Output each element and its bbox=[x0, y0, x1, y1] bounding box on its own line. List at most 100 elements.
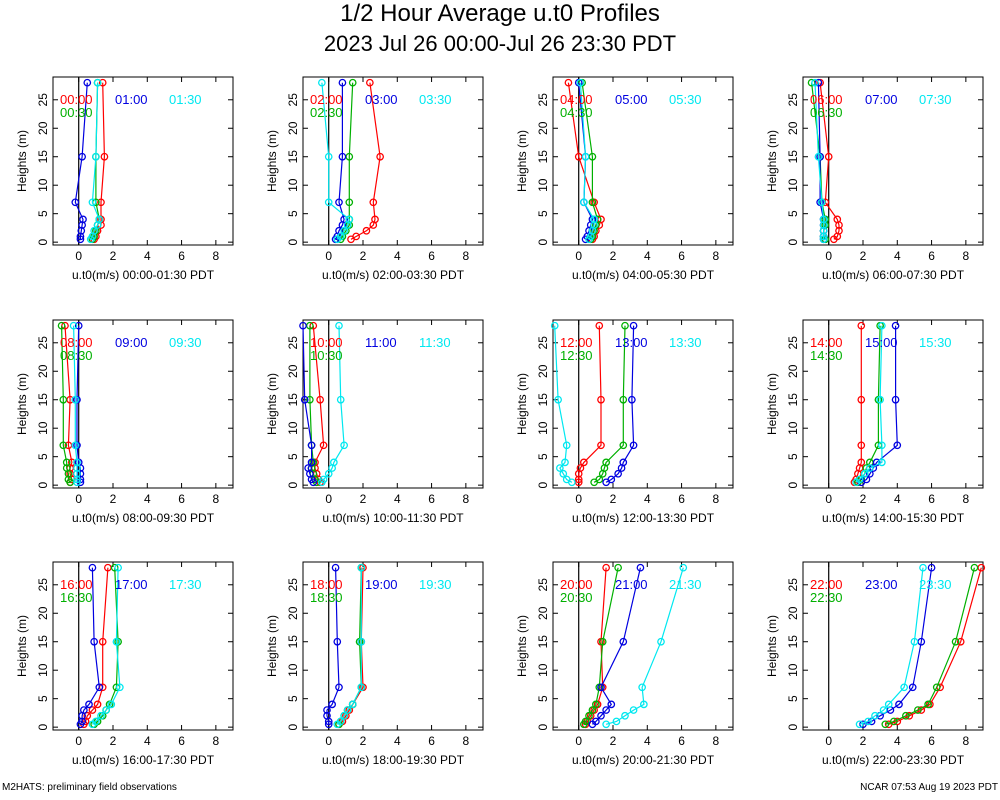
y-tick-label: 10 bbox=[286, 178, 300, 192]
data-point bbox=[860, 469, 869, 478]
data-point bbox=[932, 683, 941, 692]
plot-frame bbox=[302, 76, 484, 246]
y-tick-label: 25 bbox=[786, 336, 800, 350]
data-point bbox=[112, 637, 121, 646]
legend-label: 18:00 bbox=[310, 577, 343, 592]
data-point bbox=[93, 700, 102, 709]
x-tick-label: 8 bbox=[963, 249, 970, 263]
data-point bbox=[857, 395, 866, 404]
x-tick-label: 4 bbox=[894, 492, 901, 506]
legend-label: 21:00 bbox=[615, 577, 648, 592]
data-point bbox=[335, 683, 343, 692]
legend-label: 07:30 bbox=[919, 92, 952, 107]
data-point bbox=[330, 458, 338, 467]
x-tick-label: 8 bbox=[213, 249, 220, 263]
data-point bbox=[78, 152, 86, 161]
data-point bbox=[73, 458, 81, 467]
data-point bbox=[83, 78, 92, 87]
y-tick-label: 0 bbox=[286, 723, 300, 730]
data-point bbox=[88, 706, 97, 714]
x-axis-label: u.t0(m/s) 16:00-17:30 PDT bbox=[72, 753, 215, 767]
data-point bbox=[345, 215, 354, 224]
data-point bbox=[338, 78, 347, 87]
x-axis-label: u.t0(m/s) 22:00-23:30 PDT bbox=[822, 753, 965, 767]
x-tick-label: 0 bbox=[575, 734, 582, 748]
data-point bbox=[819, 215, 828, 224]
data-point bbox=[100, 152, 109, 161]
y-tick-label: 0 bbox=[286, 238, 300, 245]
legend-label: 20:00 bbox=[560, 577, 593, 592]
y-tick-label: 5 bbox=[286, 453, 300, 460]
data-point bbox=[581, 152, 590, 161]
legend-label: 19:30 bbox=[419, 577, 452, 592]
legend-label: 05:00 bbox=[615, 92, 648, 107]
data-point bbox=[88, 198, 97, 207]
data-point bbox=[585, 711, 593, 720]
data-point bbox=[927, 563, 936, 572]
legend-label: 09:30 bbox=[169, 335, 202, 350]
legend-label: 16:00 bbox=[60, 577, 93, 592]
data-point bbox=[855, 720, 864, 729]
data-point bbox=[114, 563, 122, 572]
x-tick-label: 6 bbox=[678, 734, 685, 748]
data-point bbox=[366, 78, 374, 87]
y-tick-label: 25 bbox=[36, 93, 50, 107]
data-point bbox=[336, 232, 345, 241]
legend-label: 11:30 bbox=[419, 335, 451, 350]
data-point bbox=[371, 215, 379, 224]
profile-panel: 0 2 4 6 8 0 5 10 15 20 25 Heights (m) u.t0(m/s) 14:0… bbox=[765, 319, 984, 525]
x-tick-label: 0 bbox=[325, 249, 332, 263]
data-point bbox=[581, 717, 590, 726]
y-tick-label: 0 bbox=[36, 723, 50, 730]
x-tick-label: 4 bbox=[894, 734, 901, 748]
x-tick-label: 8 bbox=[463, 734, 470, 748]
data-point bbox=[908, 683, 917, 692]
data-point bbox=[619, 395, 628, 404]
data-point bbox=[679, 563, 688, 572]
data-point bbox=[607, 475, 616, 484]
y-tick-label: 10 bbox=[536, 663, 550, 677]
y-tick-label: 5 bbox=[286, 210, 300, 217]
x-tick-label: 8 bbox=[963, 734, 970, 748]
y-tick-label: 15 bbox=[536, 393, 550, 407]
x-tick-label: 6 bbox=[678, 249, 685, 263]
y-tick-label: 20 bbox=[36, 364, 50, 378]
data-point bbox=[895, 700, 903, 709]
data-point bbox=[636, 563, 645, 572]
y-tick-label: 5 bbox=[786, 210, 800, 217]
y-axis-label: Heights (m) bbox=[265, 615, 279, 677]
legend-label: 10:30 bbox=[310, 348, 343, 363]
x-tick-label: 6 bbox=[928, 734, 935, 748]
data-point bbox=[57, 321, 66, 330]
y-tick-label: 20 bbox=[536, 364, 550, 378]
data-point bbox=[309, 321, 318, 330]
x-tick-label: 8 bbox=[463, 492, 470, 506]
data-point bbox=[580, 198, 588, 207]
profile-panel: 0 2 4 6 8 0 5 10 15 20 25 Heights (m) u.t0(m/s) 02:0… bbox=[265, 76, 484, 282]
data-point bbox=[878, 441, 886, 450]
data-point bbox=[71, 441, 80, 450]
data-point bbox=[580, 458, 588, 467]
data-point bbox=[336, 395, 345, 404]
x-tick-label: 4 bbox=[644, 492, 651, 506]
x-tick-label: 2 bbox=[110, 492, 117, 506]
legend-label: 20:30 bbox=[560, 590, 593, 605]
data-point bbox=[602, 720, 610, 729]
x-axis-label: u.t0(m/s) 20:00-21:30 PDT bbox=[572, 753, 715, 767]
y-tick-label: 15 bbox=[536, 635, 550, 649]
y-tick-label: 25 bbox=[36, 578, 50, 592]
data-point bbox=[866, 464, 874, 472]
data-point bbox=[876, 395, 884, 404]
y-tick-label: 20 bbox=[786, 606, 800, 620]
data-point bbox=[878, 458, 886, 467]
data-point bbox=[629, 706, 638, 714]
x-tick-label: 4 bbox=[644, 734, 651, 748]
x-tick-label: 0 bbox=[825, 249, 832, 263]
profile-panel: 0 2 4 6 8 0 5 10 15 20 25 Heights (m) u.t0(m/s) 12:0… bbox=[515, 319, 734, 525]
legend-label: 04:00 bbox=[560, 92, 593, 107]
data-point bbox=[819, 221, 828, 229]
data-point bbox=[590, 221, 598, 229]
data-point bbox=[576, 464, 585, 472]
data-point bbox=[300, 395, 309, 404]
